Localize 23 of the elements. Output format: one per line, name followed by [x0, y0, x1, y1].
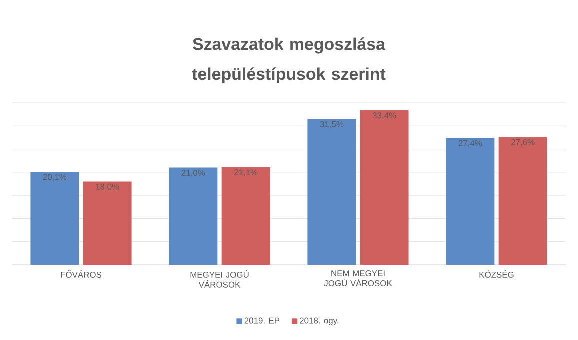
- bar: [169, 168, 218, 265]
- bar: [83, 182, 132, 265]
- data-label: 27,6%: [511, 139, 535, 146]
- bar: [498, 137, 548, 265]
- legend-label: 2019. EP: [244, 318, 280, 324]
- bar: [222, 167, 270, 265]
- x-tick-label: NEM MEGYEI JOGÚ VÁROSOK: [324, 270, 392, 286]
- legend-label: 2018. ogy.: [300, 318, 339, 326]
- data-label: 33,4%: [372, 112, 396, 120]
- data-label: 21,1%: [234, 170, 258, 177]
- data-label: 21,0%: [182, 170, 206, 177]
- bar: [446, 138, 495, 265]
- data-label: 18,0%: [96, 184, 120, 191]
- x-tick-label: MEGYEI JOGÚ VÁROSOK: [190, 270, 249, 288]
- data-label: 31,5%: [320, 121, 344, 128]
- bar: [360, 110, 409, 265]
- data-label: 20,1%: [43, 174, 67, 182]
- x-tick-label: FŐVÁROS: [61, 270, 102, 278]
- bar: [308, 119, 356, 265]
- data-label: 27,4%: [458, 140, 482, 148]
- x-tick-label: KÖZSÉG: [480, 270, 514, 278]
- chart-title: Szavazatok megoszlása településtípusok szerint: [192, 38, 386, 84]
- bar: [30, 172, 80, 265]
